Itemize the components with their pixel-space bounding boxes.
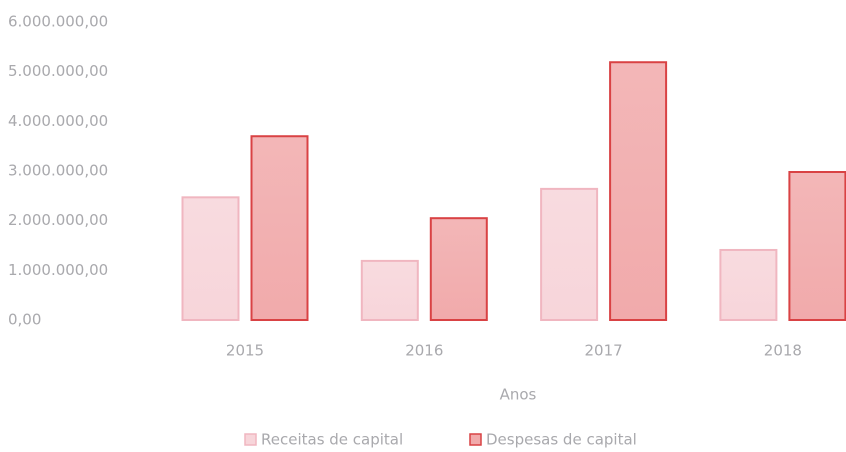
y-tick-label: 2.000.000,00 xyxy=(8,211,108,229)
bar xyxy=(540,187,599,321)
bar xyxy=(429,217,488,321)
x-tick-label: 2017 xyxy=(585,342,623,360)
y-tick-label: 5.000.000,00 xyxy=(8,62,108,80)
x-tick-label: 2018 xyxy=(764,342,802,360)
bar xyxy=(609,61,668,321)
y-tick-label: 3.000.000,00 xyxy=(8,162,108,180)
x-tick-label: 2015 xyxy=(226,342,264,360)
x-axis-title: Anos xyxy=(500,386,537,404)
y-tick-label: 4.000.000,00 xyxy=(8,112,108,130)
bar xyxy=(181,196,240,321)
y-tick-label: 1.000.000,00 xyxy=(8,261,108,279)
y-tick-label: 0,00 xyxy=(8,311,41,329)
legend-swatch xyxy=(244,433,257,446)
legend-label: Despesas de capital xyxy=(486,431,637,449)
bar xyxy=(788,170,846,321)
bar xyxy=(250,135,309,321)
bar xyxy=(719,248,778,321)
legend-swatch xyxy=(469,433,482,446)
legend-label: Receitas de capital xyxy=(261,431,403,449)
y-tick-label: 6.000.000,00 xyxy=(8,13,108,31)
x-tick-label: 2016 xyxy=(405,342,443,360)
bar xyxy=(360,259,419,321)
